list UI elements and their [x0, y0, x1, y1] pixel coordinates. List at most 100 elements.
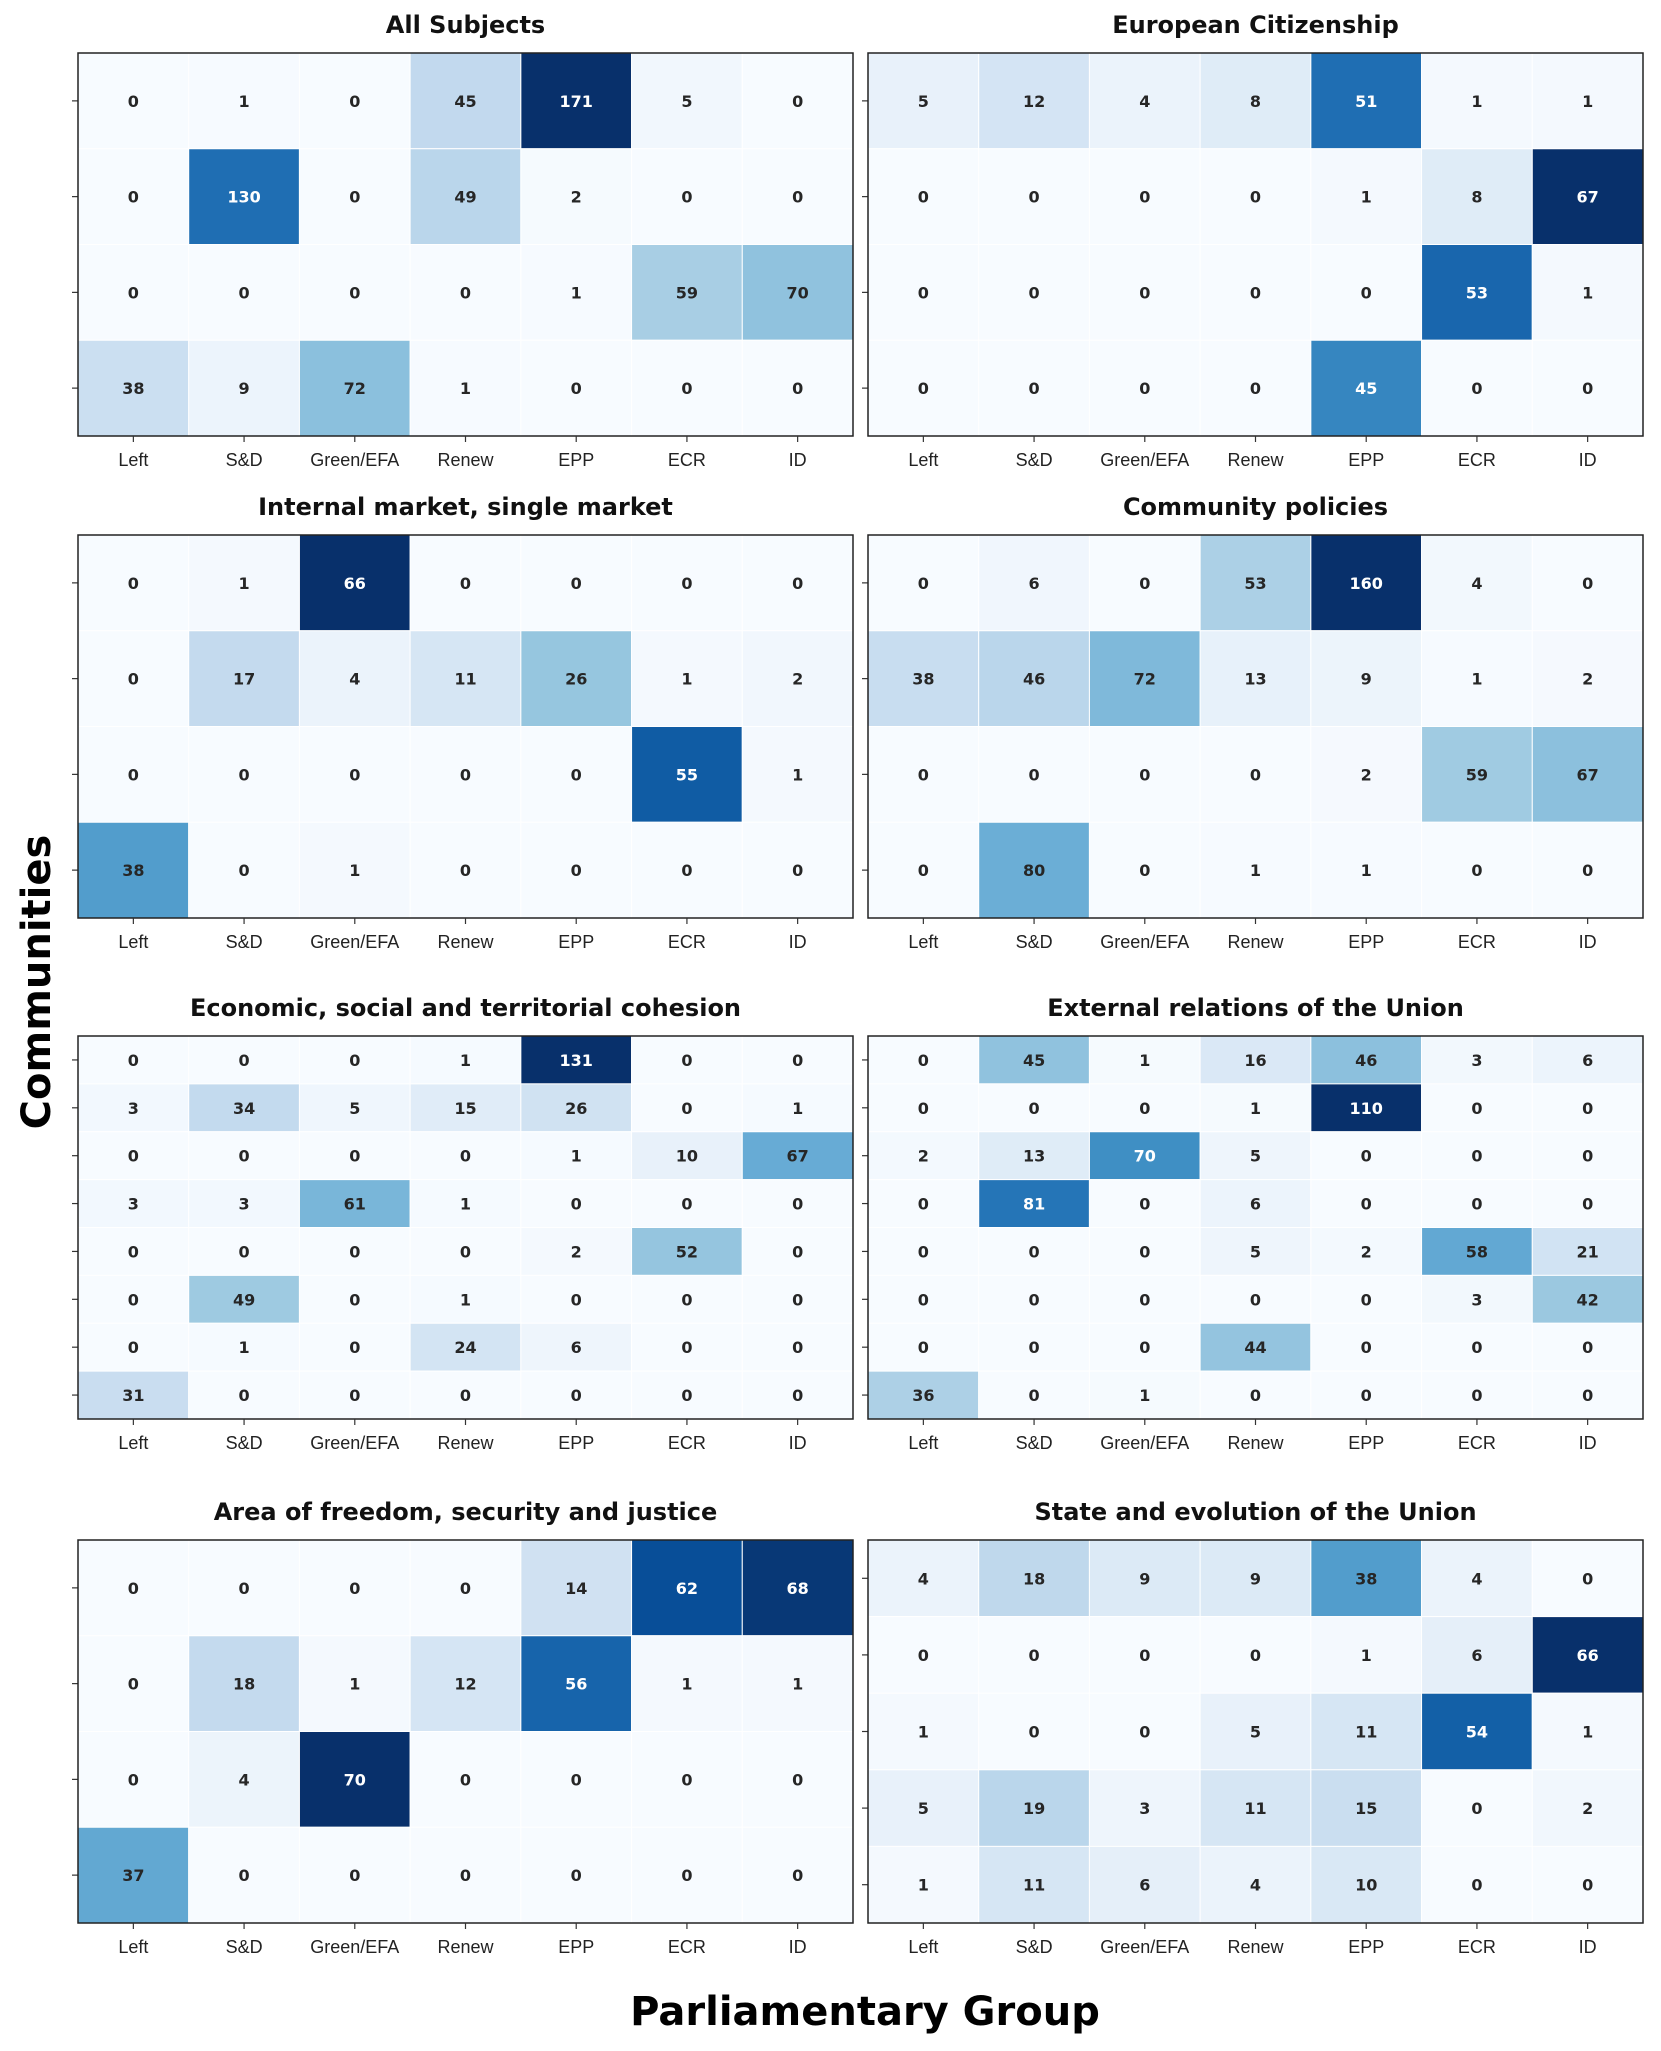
cell-value-label: 53: [1466, 283, 1488, 302]
cell-value-label: 0: [681, 574, 692, 593]
heatmap-cell: [409, 1227, 522, 1276]
x-tick-label: Left: [118, 1433, 148, 1453]
cell-value-label: 6: [1582, 1051, 1593, 1070]
heatmap-panel: European Citizenship 5 12 4 8 51 1 1 0 0 0 0 1 8 67 0 0 0…: [862, 11, 1644, 470]
cell-value-label: 0: [128, 1675, 139, 1694]
cell-value-label: 3: [1139, 1799, 1150, 1818]
heatmap-cell: [631, 1227, 743, 1276]
cell-value-label: 37: [122, 1866, 144, 1885]
cell-value-label: 0: [571, 574, 582, 593]
heatmap-cell: [1199, 1322, 1312, 1372]
cell-value-label: 1: [460, 1290, 471, 1309]
cell-value-label: 31: [122, 1386, 144, 1405]
cell-value-label: 38: [1355, 1569, 1377, 1588]
heatmap-cell: [77, 630, 190, 727]
cell-value-label: 10: [676, 1147, 698, 1166]
heatmap-cell: [978, 148, 1090, 245]
cell-value-label: 0: [1471, 1099, 1482, 1118]
x-tick-label: Renew: [1227, 1433, 1284, 1453]
heatmap-cell: [978, 1179, 1090, 1228]
x-tick-label: ID: [789, 1433, 807, 1453]
cell-value-label: 0: [571, 1770, 582, 1789]
heatmap-cell: [520, 1731, 633, 1828]
x-tick-label: S&D: [1016, 450, 1053, 470]
heatmap-cell: [188, 1227, 300, 1276]
heatmap-cell: [867, 339, 980, 437]
heatmap-cell: [867, 1692, 980, 1771]
x-tick-label: ID: [1579, 1433, 1597, 1453]
cell-value-label: 59: [1466, 765, 1488, 784]
cell-value-label: 0: [460, 1770, 471, 1789]
x-tick-label: Renew: [1227, 1937, 1284, 1957]
heatmap-cell: [409, 1370, 522, 1420]
heatmap-cell: [1531, 1131, 1644, 1181]
cell-value-label: 1: [571, 283, 582, 302]
cell-value-label: 6: [1250, 1195, 1261, 1214]
x-tick-label: EPP: [1348, 1433, 1384, 1453]
cell-value-label: 44: [1244, 1338, 1266, 1357]
heatmap-cell: [298, 148, 411, 245]
cell-value-label: 56: [565, 1675, 587, 1694]
cell-value-label: 0: [1361, 1290, 1372, 1309]
cell-value-label: 0: [128, 92, 139, 111]
cell-value-label: 0: [349, 1386, 360, 1405]
heatmap-cell: [188, 244, 300, 341]
heatmap-cell: [867, 1274, 980, 1324]
heatmap-cell: [1199, 1035, 1312, 1085]
cell-value-label: 0: [1250, 283, 1261, 302]
heatmap-cell: [1088, 1274, 1201, 1324]
cell-value-label: 0: [918, 283, 929, 302]
heatmap-cell: [77, 726, 190, 823]
cell-value-label: 5: [1250, 1242, 1261, 1261]
cell-value-label: 3: [128, 1195, 139, 1214]
cell-value-label: 4: [239, 1770, 250, 1789]
heatmap-cell: [978, 534, 1090, 632]
cell-value-label: 46: [1023, 670, 1045, 689]
cell-value-label: 0: [792, 188, 803, 207]
heatmap-cell: [741, 1274, 854, 1324]
cell-value-label: 0: [681, 1051, 692, 1070]
x-tick-label: Green/EFA: [310, 932, 399, 952]
cell-value-label: 0: [460, 1147, 471, 1166]
cell-value-label: 0: [792, 1195, 803, 1214]
heatmap-cell: [1421, 148, 1533, 245]
cell-value-label: 0: [1139, 1099, 1150, 1118]
cell-value-label: 1: [239, 92, 250, 111]
heatmap-cell: [1310, 1692, 1423, 1771]
heatmap-cell: [741, 148, 854, 245]
x-tick-label: Left: [118, 932, 148, 952]
panel-title: Community policies: [1123, 493, 1388, 521]
cell-value-label: 6: [1029, 574, 1040, 593]
cell-value-label: 70: [787, 283, 809, 302]
heatmap-cell: [867, 726, 980, 823]
heatmap-cell: [1421, 1845, 1533, 1924]
cell-value-label: 0: [1471, 1799, 1482, 1818]
cell-value-label: 0: [1139, 1646, 1150, 1665]
cell-value-label: 38: [912, 670, 934, 689]
cell-value-label: 0: [1029, 1386, 1040, 1405]
cell-value-label: 19: [1023, 1799, 1045, 1818]
heatmap-cell: [978, 1539, 1090, 1618]
x-tick-label: Green/EFA: [1100, 1433, 1189, 1453]
cell-value-label: 52: [676, 1242, 698, 1261]
cell-value-label: 0: [349, 188, 360, 207]
heatmap-panel: Internal market, single market 0 1 66 0 0 0 0 0 1…: [72, 493, 854, 952]
x-tick-label: S&D: [226, 1937, 263, 1957]
heatmap-cell: [298, 1083, 411, 1133]
heatmap-cell: [978, 1083, 1090, 1133]
cell-value-label: 0: [792, 861, 803, 880]
cell-value-label: 0: [1582, 379, 1593, 398]
heatmap-cell: [1199, 1692, 1312, 1771]
cell-value-label: 34: [233, 1099, 255, 1118]
cell-value-label: 5: [349, 1099, 360, 1118]
cell-value-label: 18: [233, 1675, 255, 1694]
cell-value-label: 1: [918, 1876, 929, 1895]
cell-value-label: 0: [792, 1338, 803, 1357]
heatmap-cell: [520, 1370, 633, 1420]
cell-value-label: 2: [1361, 765, 1372, 784]
heatmap-cell: [1310, 339, 1423, 437]
heatmap-cell: [867, 821, 980, 919]
cell-value-label: 1: [460, 1195, 471, 1214]
cell-value-label: 0: [792, 1051, 803, 1070]
cell-value-label: 0: [460, 1242, 471, 1261]
